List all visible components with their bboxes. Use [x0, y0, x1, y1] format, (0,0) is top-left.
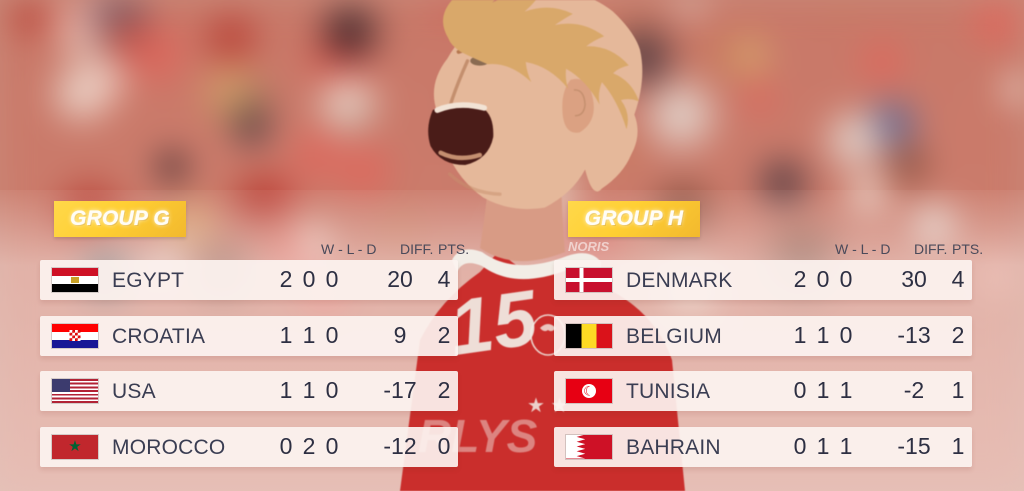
svg-text:15: 15 [444, 273, 544, 372]
